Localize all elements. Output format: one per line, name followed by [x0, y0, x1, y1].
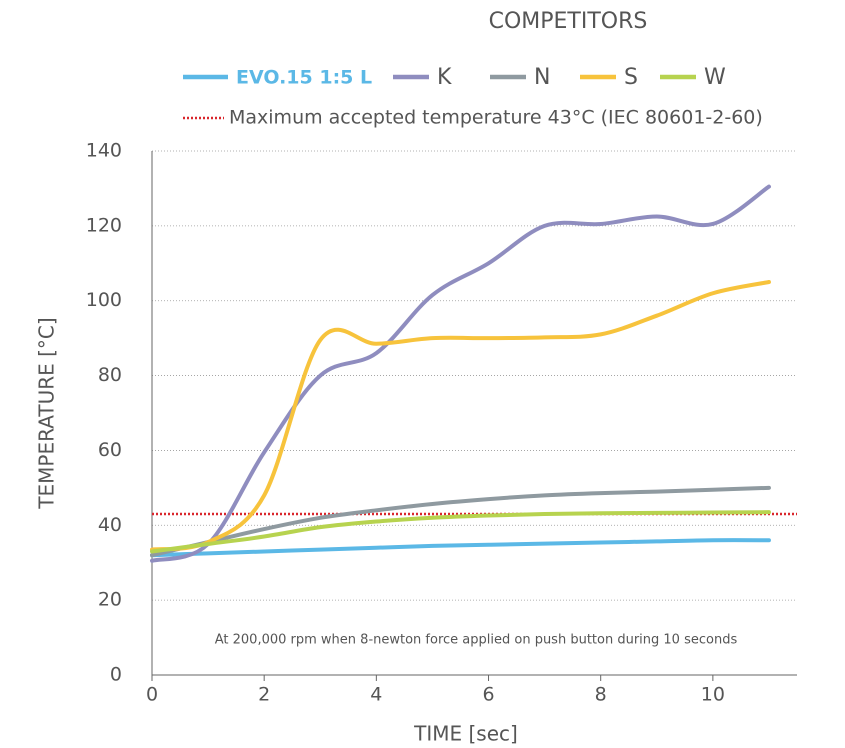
y-tick-label: 40 — [98, 514, 122, 536]
y-tick-label: 20 — [98, 589, 122, 611]
series-line — [150, 485, 771, 558]
y-tick-label: 120 — [86, 214, 122, 236]
series-line — [150, 538, 771, 558]
x-axis-label: TIME [sec] — [413, 722, 518, 746]
annotation: At 200,000 rpm when 8-newton force appli… — [215, 633, 738, 648]
legend-label: K — [437, 65, 452, 90]
legend-label: EVO.15 1:5 L — [236, 67, 372, 89]
legend-label: S — [624, 65, 638, 90]
x-tick-label: 4 — [370, 684, 382, 706]
x-tick-label: 2 — [258, 684, 270, 706]
series-line — [150, 510, 771, 554]
y-tick-label: 100 — [86, 289, 122, 311]
y-axis-label: TEMPERATURE [°C] — [35, 317, 59, 509]
legend-label: W — [704, 65, 726, 90]
y-tick-label: 140 — [86, 140, 122, 162]
legend-label: N — [534, 65, 550, 90]
x-tick-label: 8 — [595, 684, 607, 706]
x-tick-label: 0 — [146, 684, 158, 706]
x-tick-label: 10 — [701, 684, 725, 706]
y-tick-label: 80 — [98, 364, 122, 386]
y-tick-label: 0 — [110, 664, 122, 686]
y-tick-label: 60 — [98, 439, 122, 461]
legend-label: Maximum accepted temperature 43°C (IEC 8… — [229, 107, 763, 129]
series-line — [150, 280, 771, 552]
series-line — [150, 184, 771, 563]
legend-heading: COMPETITORS — [489, 9, 648, 34]
x-tick-label: 6 — [482, 684, 494, 706]
